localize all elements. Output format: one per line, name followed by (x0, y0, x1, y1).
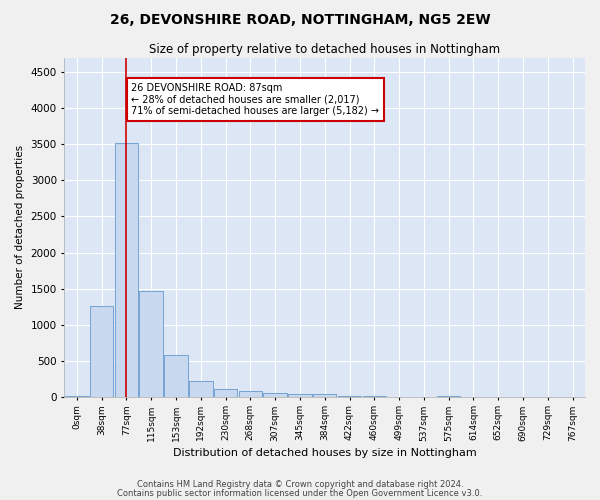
Bar (189, 380, 212, 396)
Title: Size of property relative to detached houses in Nottingham: Size of property relative to detached ho… (149, 42, 500, 56)
Bar (263, 392, 287, 396)
Bar (164, 355, 188, 397)
Text: Contains HM Land Registry data © Crown copyright and database right 2024.: Contains HM Land Registry data © Crown c… (137, 480, 463, 489)
Text: 26, DEVONSHIRE ROAD, NOTTINGHAM, NG5 2EW: 26, DEVONSHIRE ROAD, NOTTINGHAM, NG5 2EW (110, 12, 490, 26)
Y-axis label: Number of detached properties: Number of detached properties (15, 145, 25, 310)
Bar (313, 394, 337, 396)
Text: 26 DEVONSHIRE ROAD: 87sqm
← 28% of detached houses are smaller (2,017)
71% of se: 26 DEVONSHIRE ROAD: 87sqm ← 28% of detac… (131, 84, 379, 116)
Bar (90, 306, 113, 396)
Bar (239, 391, 262, 396)
Bar (214, 388, 238, 396)
Bar (115, 143, 138, 397)
Text: Contains public sector information licensed under the Open Government Licence v3: Contains public sector information licen… (118, 488, 482, 498)
X-axis label: Distribution of detached houses by size in Nottingham: Distribution of detached houses by size … (173, 448, 476, 458)
Bar (139, 290, 163, 397)
Bar (288, 394, 312, 396)
